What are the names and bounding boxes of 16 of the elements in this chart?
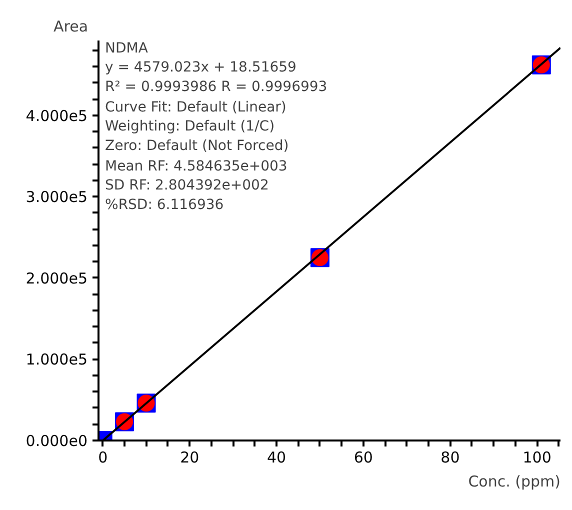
x-tick-label: 100 — [522, 448, 552, 466]
x-tick-label: 80 — [440, 448, 460, 466]
y-tick-label: 1.000e5 — [26, 350, 88, 369]
y-axis-title: Area — [54, 18, 88, 36]
annotation: Mean RF: 4.584635e+003 SD RF: 2.804392e+002 %RSD: 6.116936 — [105, 158, 288, 213]
y-tick-label: 0.000e0 — [26, 432, 88, 450]
y-tick-label: 3.000e5 — [26, 188, 88, 206]
annotation: NDMA y = 4579.023x + 18.51659 R² = 0.9993986 R = 0.9996993 — [105, 40, 328, 95]
x-axis-title: Conc. (ppm) — [468, 472, 561, 490]
x-tick-label: 20 — [180, 448, 200, 466]
x-tick-label: 40 — [266, 448, 286, 466]
x-tick-label: 0 — [98, 448, 108, 466]
x-tick-label: 60 — [354, 448, 373, 466]
annotation: Curve Fit: Default (Linear) Weighting: Default (1/C) Zero: Default (Not Forced) — [105, 100, 289, 154]
y-tick-label: 2.000e5 — [26, 269, 88, 288]
y-tick-label: 4.000e5 — [26, 106, 88, 125]
